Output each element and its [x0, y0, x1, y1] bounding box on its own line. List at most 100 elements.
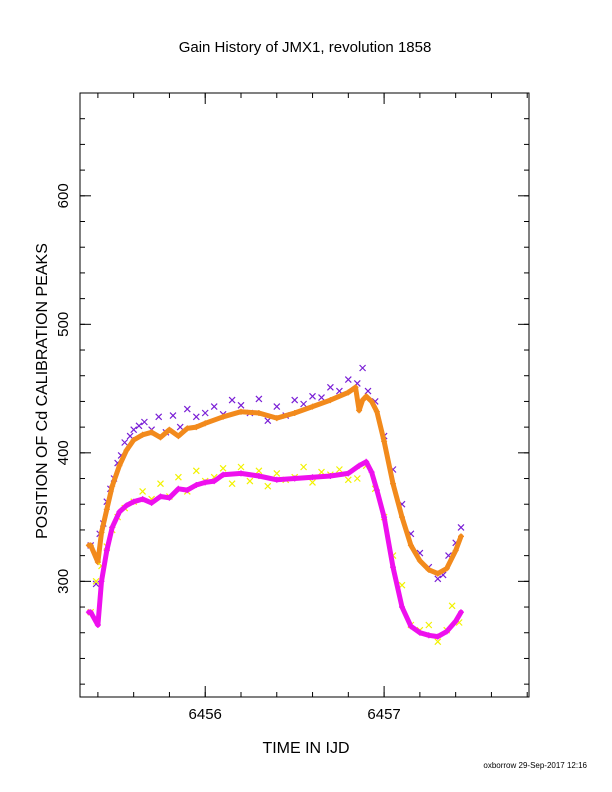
data-point — [192, 467, 200, 475]
data-point — [381, 438, 388, 445]
data-point — [193, 482, 200, 488]
data-point — [210, 403, 218, 411]
data-point — [273, 415, 280, 422]
data-point — [202, 479, 209, 486]
data-point — [211, 478, 218, 485]
data-series — [85, 364, 465, 646]
data-point — [309, 392, 316, 400]
data-point — [255, 467, 263, 475]
data-point — [300, 400, 308, 408]
data-point — [416, 629, 423, 636]
data-point — [157, 493, 164, 500]
axis-ticks — [80, 92, 529, 697]
data-point — [273, 469, 281, 477]
data-point — [157, 434, 164, 441]
data-point — [148, 429, 155, 436]
data-point — [364, 387, 372, 395]
data-point — [344, 476, 352, 484]
data-point — [434, 575, 442, 583]
data-point — [237, 401, 245, 409]
data-point — [135, 422, 143, 430]
data-point — [192, 413, 200, 421]
data-point — [237, 463, 245, 471]
y-tick-label: 300 — [55, 569, 72, 594]
data-point — [300, 463, 308, 471]
data-point — [327, 397, 334, 404]
data-point — [345, 470, 352, 477]
data-point — [139, 487, 147, 495]
data-point — [434, 638, 442, 646]
data-point — [201, 409, 209, 417]
data-point — [130, 498, 137, 505]
data-point — [327, 473, 334, 479]
data-point — [183, 405, 191, 413]
data-point — [359, 364, 367, 372]
footer-stamp: oxborrow 29-Sep-2017 12:16 — [483, 761, 587, 770]
data-point — [425, 566, 432, 573]
data-point — [175, 433, 182, 440]
data-point — [123, 447, 130, 454]
data-point — [246, 477, 254, 485]
data-point — [176, 423, 184, 431]
data-point — [434, 570, 441, 577]
plot-frame — [79, 92, 530, 698]
data-point — [434, 633, 441, 640]
data-point — [238, 470, 244, 477]
data-point — [116, 462, 123, 469]
data-point — [157, 480, 164, 488]
data-point — [109, 524, 116, 531]
data-point — [344, 376, 352, 384]
data-point — [291, 475, 298, 482]
data-point — [458, 533, 464, 540]
data-point — [238, 408, 244, 415]
data-point — [228, 480, 236, 488]
data-point — [193, 424, 200, 431]
data-point — [356, 407, 363, 414]
y-axis-label: POSITION OF Cd CALIBRATION PEAKS — [34, 243, 51, 539]
data-point — [123, 502, 130, 509]
data-point — [457, 523, 465, 531]
data-point — [368, 398, 375, 405]
x-axis-label: TIME IN IJD — [262, 740, 349, 757]
data-point — [359, 397, 366, 404]
data-point — [103, 506, 110, 513]
data-point — [291, 410, 298, 416]
data-point — [219, 464, 227, 472]
data-point — [326, 383, 334, 391]
data-point — [443, 565, 450, 572]
data-point — [373, 487, 380, 494]
data-point — [309, 478, 316, 486]
data-point — [407, 623, 414, 630]
data-point — [381, 514, 388, 521]
series-1 — [87, 364, 465, 588]
data-point — [373, 408, 380, 415]
data-point — [309, 403, 316, 410]
data-point — [87, 542, 94, 549]
data-point — [318, 394, 325, 402]
data-point — [255, 395, 263, 403]
data-point — [228, 396, 236, 404]
data-point — [390, 480, 396, 487]
data-point — [94, 622, 101, 628]
data-point — [353, 475, 361, 482]
data-point — [425, 632, 432, 639]
x-tick-label: 6457 — [367, 706, 400, 723]
data-point — [140, 418, 148, 426]
y-tick-label: 500 — [55, 312, 72, 337]
chart-title: Gain History of JMX1, revolution 1858 — [179, 39, 432, 56]
x-tick-label: 6456 — [189, 706, 222, 723]
y-tick-label: 400 — [55, 440, 72, 465]
data-point — [352, 384, 359, 391]
data-point — [166, 494, 173, 501]
data-point — [116, 508, 123, 515]
data-point — [407, 542, 414, 549]
data-point — [109, 483, 116, 490]
data-point — [255, 473, 262, 479]
data-point — [174, 473, 182, 481]
data-point — [103, 547, 110, 554]
data-point — [220, 413, 227, 420]
data-point — [368, 469, 375, 476]
data-point — [448, 602, 456, 610]
y-tick-label: 600 — [55, 183, 72, 208]
data-point — [94, 559, 101, 566]
